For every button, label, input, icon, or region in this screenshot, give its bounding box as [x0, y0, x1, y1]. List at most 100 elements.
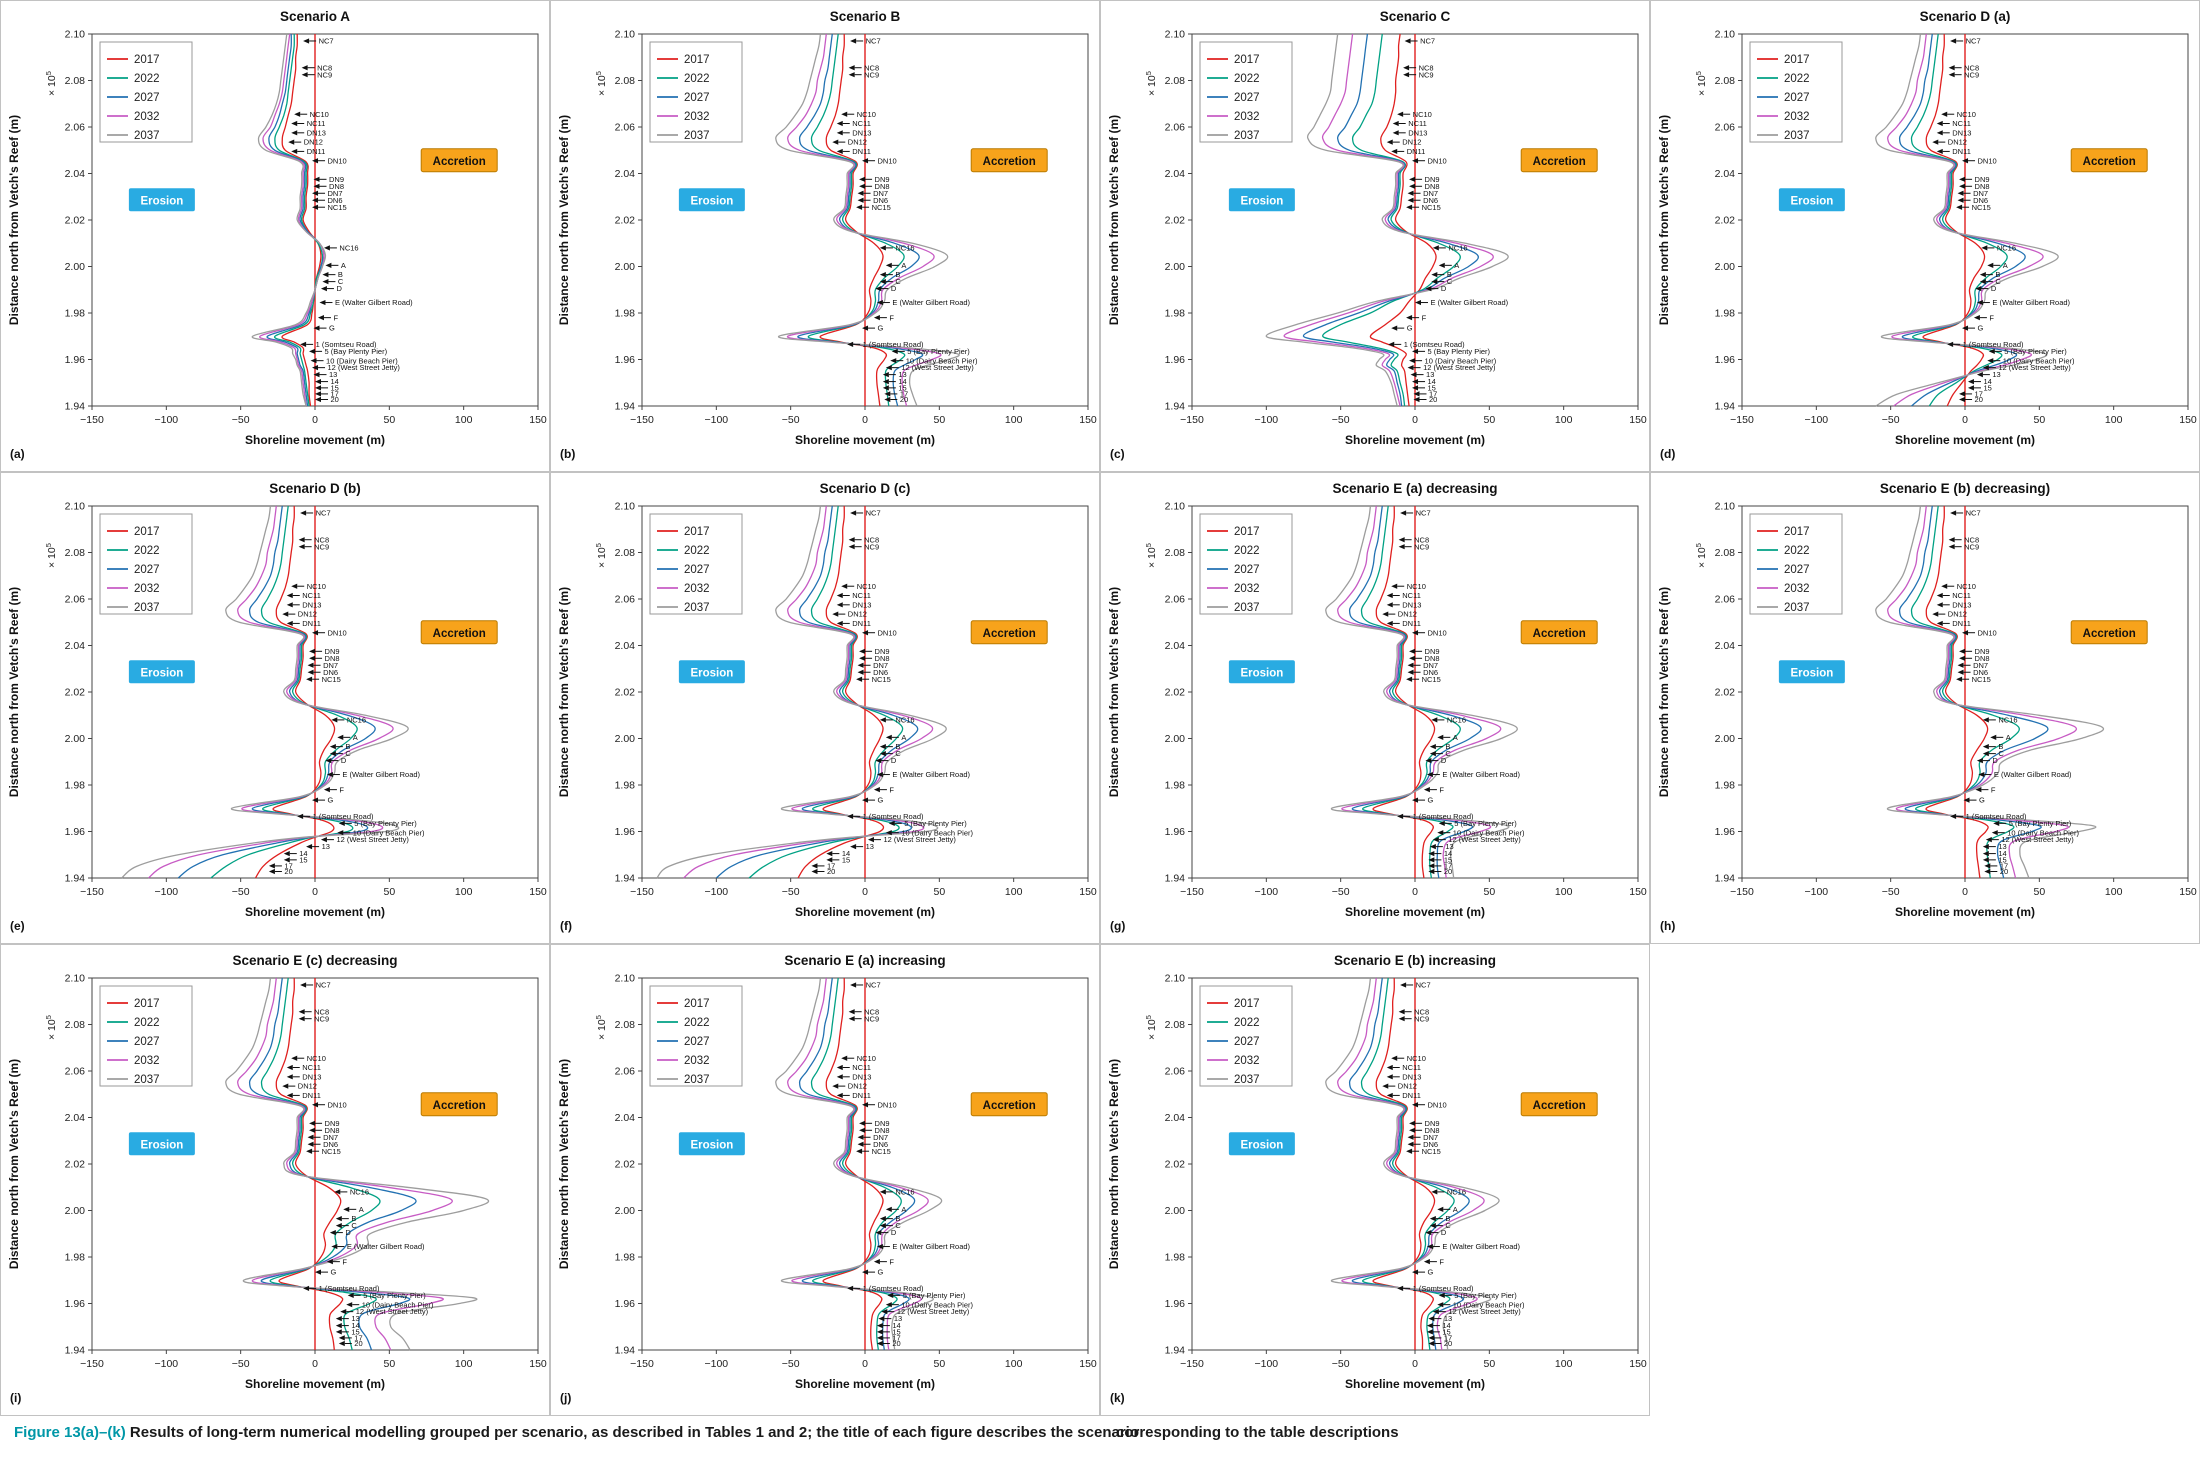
panel-title: Scenario D (c) — [820, 481, 911, 496]
series-line-2022 — [810, 977, 902, 1351]
annotation-arrow-icon — [859, 183, 866, 189]
annotation-arrow-icon — [1438, 262, 1445, 268]
annotation-label: DN11 — [1402, 1091, 1421, 1100]
series-line-2017 — [822, 977, 884, 1351]
x-tick-label: 0 — [1962, 414, 1968, 426]
annotation-label: 20 — [900, 395, 908, 404]
annotation-arrow-icon — [1392, 130, 1399, 136]
legend-year-label: 2027 — [1784, 564, 1810, 576]
annotation-arrow-icon — [315, 1269, 321, 1275]
annotation-arrow-icon — [1948, 544, 1955, 550]
y-tick-label: 2.06 — [1715, 594, 1736, 606]
panel-chart: Scenario E (a) increasing 1.94 1.96 1.98 2.0… — [550, 944, 1100, 1416]
legend-year-label: 2032 — [1784, 583, 1810, 595]
y-tick-label: 2.06 — [615, 594, 636, 606]
x-tick-label: 150 — [1079, 1358, 1097, 1370]
panel-title: Scenario C — [1380, 9, 1451, 24]
annotation-arrow-icon — [309, 1120, 316, 1126]
annotation-arrow-icon — [312, 797, 319, 803]
annotation-label: 10 (Dairy Beach Pier) — [326, 356, 398, 365]
annotation-label: 5 (Bay Plenty Pier) — [2004, 347, 2067, 356]
annotation-label: 1 (Somtseu Road) — [316, 340, 377, 349]
annotation-label: NC10 — [1407, 582, 1426, 591]
y-tick-label: 1.96 — [1165, 354, 1186, 366]
panel-j: Scenario E (a) increasing 1.94 1.96 1.98 2.0… — [550, 944, 1100, 1416]
annotation-label: DN13 — [1952, 128, 1971, 137]
annotation-label: NC10 — [1407, 1054, 1426, 1063]
annotation-arrow-icon — [836, 602, 843, 608]
accretion-label: Accretion — [1533, 156, 1586, 168]
annotation-label: NC15 — [1422, 675, 1441, 684]
annotation-label: DN8 — [325, 1126, 340, 1135]
y-tick-label: 2.04 — [615, 168, 636, 180]
annotation-label: DN10 — [328, 1100, 347, 1109]
annotation-arrow-icon — [1428, 857, 1435, 863]
annotation-arrow-icon — [1426, 1322, 1433, 1329]
annotation-label: 5 (Bay Plenty Pier) — [904, 819, 967, 828]
x-tick-label: 50 — [383, 414, 395, 426]
annotation-label: 14 — [1442, 1321, 1450, 1330]
annotation-arrow-icon — [1406, 204, 1413, 210]
legend-year-label: 2032 — [134, 1055, 160, 1067]
annotation-arrow-icon — [848, 537, 855, 543]
annotation-arrow-icon — [317, 315, 324, 321]
annotation-arrow-icon — [1432, 245, 1439, 251]
annotation-label: 12 (West Street Jetty) — [1448, 1307, 1521, 1316]
annotation-label: 20 — [1975, 395, 1983, 404]
annotation-arrow-icon — [291, 130, 298, 136]
annotation-label: 12 (West Street Jetty) — [1998, 363, 2071, 372]
accretion-label: Accretion — [983, 1100, 1036, 1112]
erosion-label: Erosion — [690, 668, 733, 680]
series-line-2037 — [225, 977, 489, 1351]
annotation-label: NC10 — [307, 1054, 326, 1063]
annotation-arrow-icon — [857, 1141, 864, 1147]
annotation-label: DN11 — [302, 1091, 321, 1100]
annotation-label: 17 — [1429, 390, 1437, 399]
annotation-label: DN13 — [307, 128, 326, 137]
annotation-arrow-icon — [1984, 863, 1991, 869]
annotation-arrow-icon — [857, 190, 864, 196]
annotation-label: DN12 — [298, 610, 317, 619]
annotation-label: DN12 — [1402, 138, 1421, 147]
x-tick-label: 50 — [1483, 886, 1495, 898]
erosion-badge: Erosion — [678, 1132, 745, 1156]
x-tick-label: 100 — [1555, 414, 1573, 426]
series-line-2017 — [797, 505, 885, 879]
caption-text: Results of long-term numerical modelling… — [125, 1424, 1140, 1441]
annotation-arrow-icon — [286, 592, 293, 599]
y-tick-label: 1.94 — [615, 873, 636, 885]
annotation-arrow-icon — [841, 1055, 848, 1061]
x-tick-label: −100 — [155, 1358, 179, 1370]
annotation-arrow-icon — [1412, 158, 1419, 164]
annotation-arrow-icon — [1432, 837, 1439, 843]
annotation-label: 20 — [331, 395, 339, 404]
x-tick-label: 150 — [1629, 414, 1647, 426]
annotation-arrow-icon — [836, 1064, 843, 1071]
annotation-arrow-icon — [1957, 197, 1964, 203]
annotation-arrow-icon — [1428, 1340, 1435, 1347]
y-tick-label: 1.94 — [65, 1345, 86, 1357]
annotation-arrow-icon — [879, 272, 886, 278]
y-tick-label: 2.08 — [1715, 75, 1736, 87]
panel-k: Scenario E (b) increasing 1.94 1.96 1.98 2.0… — [1100, 944, 1650, 1416]
annotation-label: F — [1439, 1257, 1444, 1266]
accretion-label: Accretion — [983, 156, 1036, 168]
annotation-arrow-icon — [1423, 787, 1430, 793]
panel-title: Scenario D (b) — [269, 481, 361, 496]
x-axis-label: Shoreline movement (m) — [795, 433, 935, 447]
legend-year-label: 2017 — [684, 998, 710, 1010]
annotation-arrow-icon — [1425, 1229, 1432, 1236]
erosion-badge: Erosion — [1778, 188, 1845, 212]
annotation-arrow-icon — [857, 662, 864, 668]
accretion-label: Accretion — [433, 628, 486, 640]
annotation-label: E (Walter Gilbert Road) — [1992, 298, 2070, 307]
panel-title: Scenario E (a) decreasing — [1332, 481, 1497, 496]
annotation-label: 15 — [331, 383, 339, 392]
x-tick-label: 50 — [933, 414, 945, 426]
annotation-arrow-icon — [826, 857, 833, 863]
annotation-arrow-icon — [1431, 272, 1438, 278]
x-axis-label: Shoreline movement (m) — [245, 905, 385, 919]
y-tick-label: 1.96 — [615, 354, 636, 366]
series-line-2022 — [1360, 977, 1455, 1351]
y-tick-label: 2.00 — [1715, 261, 1736, 273]
